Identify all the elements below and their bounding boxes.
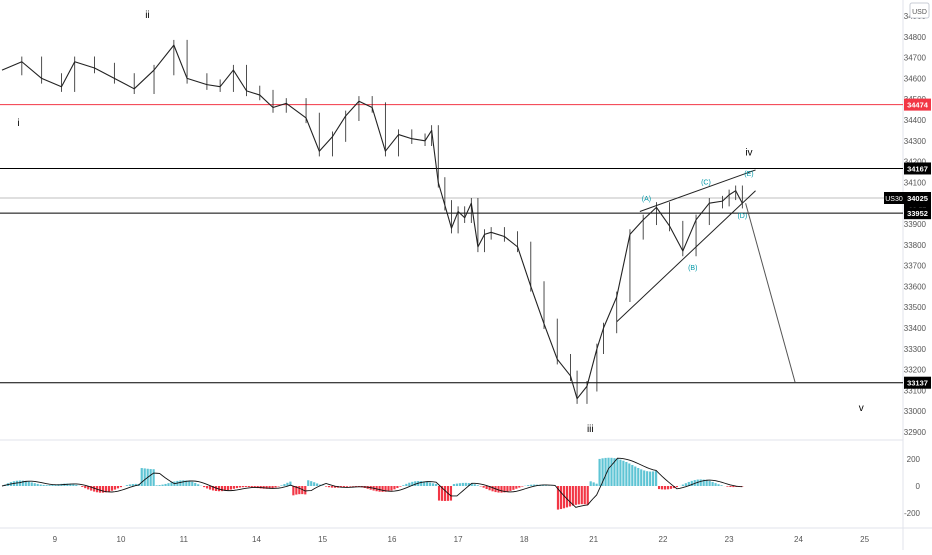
time-tick-label: 18 (520, 535, 529, 544)
wave-label: v (859, 403, 864, 414)
time-tick-label: 21 (589, 535, 598, 544)
level-price-tag (904, 192, 931, 204)
time-tick-label: 17 (454, 535, 463, 544)
wave-label: (C) (701, 179, 711, 186)
level-price-tag (904, 207, 931, 220)
oscillator-tick-label: 200 (907, 455, 921, 464)
price-tick-label: 33400 (904, 324, 927, 333)
time-tick-label: 22 (659, 535, 668, 544)
level-price-tag (904, 376, 931, 389)
time-tick-label: 23 (725, 535, 734, 544)
level-price-label: 34167 (907, 164, 928, 173)
wave-label: iv (745, 147, 752, 158)
currency-tag: USD (909, 2, 930, 19)
price-tick-label: 34200 (904, 158, 927, 167)
symbol-label: US30 (885, 196, 903, 203)
time-tick-label: 10 (117, 535, 126, 544)
time-tick-label: 9 (53, 535, 58, 544)
wedge-lower-trendline[interactable] (616, 190, 756, 323)
time-tick-label: 16 (388, 535, 397, 544)
level-price-label: 33952 (907, 209, 928, 218)
price-tick-label: 34600 (904, 74, 927, 83)
oscillator-tick-label: -200 (904, 509, 921, 518)
price-tick-label: 34700 (904, 54, 927, 63)
wave-label: (D) (737, 213, 747, 220)
price-tick-label: 33700 (904, 262, 927, 271)
wave-v-projection[interactable] (745, 203, 796, 383)
price-tick-label: 34400 (904, 116, 927, 125)
wave-label: i (17, 118, 19, 129)
price-tick-label: 33300 (904, 345, 927, 354)
price-tick-label: 33800 (904, 241, 927, 250)
price-tick-label: 34100 (904, 178, 927, 187)
level-price-tag (904, 162, 931, 175)
level-price-tag (904, 98, 931, 111)
price-tick-label: 33900 (904, 220, 927, 229)
price-tick-label: 34800 (904, 33, 927, 42)
price-tick-label: 34300 (904, 137, 927, 146)
time-tick-label: 15 (318, 535, 327, 544)
wave-label: (B) (688, 265, 697, 272)
time-tick-label: 24 (794, 535, 803, 544)
time-tick-label: 25 (860, 535, 869, 544)
level-price-label: 33137 (907, 379, 928, 388)
wedge-upper-trendline[interactable] (639, 169, 756, 212)
price-tick-label: 33200 (904, 366, 927, 375)
wave-label: iii (587, 424, 594, 435)
time-tick-label: 14 (252, 535, 261, 544)
price-tick-label: 33500 (904, 303, 927, 312)
wave-label: ii (145, 10, 149, 21)
level-price-label: 34025 (907, 194, 928, 203)
price-tick-label: 33100 (904, 386, 927, 395)
wave-label: (E) (744, 171, 753, 178)
symbol-tag (884, 192, 904, 204)
time-tick-label: 11 (180, 535, 189, 544)
oscillator-signal-line (1, 457, 743, 508)
wave-label: (A) (642, 196, 651, 203)
level-price-label: 34474 (907, 101, 929, 110)
currency-label: USD (912, 9, 927, 16)
price-series-line[interactable] (1, 44, 743, 400)
oscillator-tick-label: 0 (916, 482, 921, 491)
price-tick-label: 32900 (904, 428, 927, 437)
price-tick-label: 33600 (904, 282, 927, 291)
price-tick-label: 33000 (904, 407, 927, 416)
